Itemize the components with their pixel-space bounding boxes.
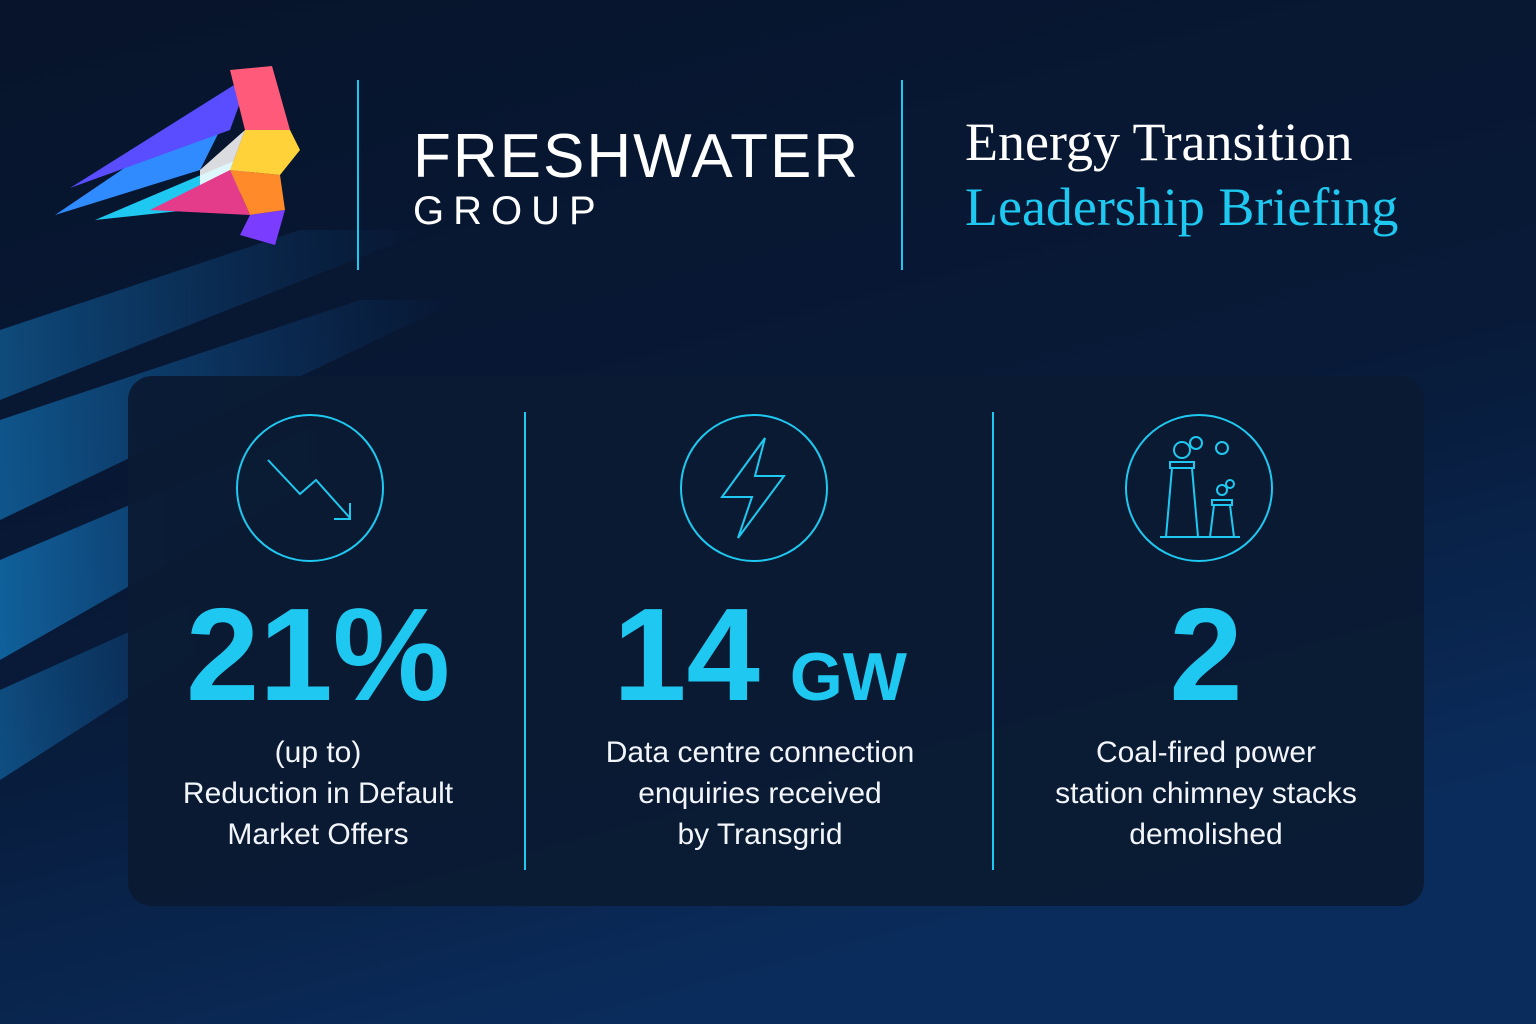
stat-description: Market Offers [227,818,408,851]
stat-description: demolished [1129,818,1282,851]
stat-number: 2 [1169,581,1242,728]
brand-name: FRESHWATER [413,122,860,191]
logo [55,66,300,245]
stat-description: by Transgrid [677,818,842,851]
title-line: Leadership Briefing [965,177,1398,237]
stat-number: 14 [613,581,760,728]
stat-value: 21% [186,581,450,728]
icon-chimney [1125,414,1273,562]
stats-card [128,376,1424,906]
stat-description: Data centre connection [606,736,915,769]
title-line: Energy Transition [965,112,1353,172]
stat-description: Coal-fired power [1096,736,1316,769]
icons [236,414,1273,562]
icon-lightning [680,414,828,562]
stat-description: station chimney stacks [1055,777,1357,810]
stat-value: 14 GW [613,581,908,728]
stat-unit: GW [790,639,908,715]
stat-number: 21% [186,581,450,728]
stat-value: 2 [1169,581,1242,728]
stats: 21% (up to) Reduction in Default Market Off… [183,581,1357,851]
icon-down-trend [236,414,384,562]
stat-description: Reduction in Default [183,777,454,810]
brand-sub: GROUP [413,189,605,233]
stat-description: (up to) [275,736,362,769]
stat-description: enquiries received [638,777,881,810]
